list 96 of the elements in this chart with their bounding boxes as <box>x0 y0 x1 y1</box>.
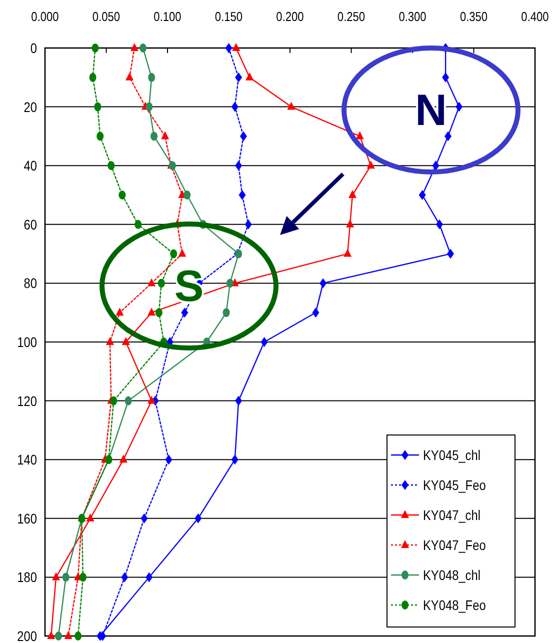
y-tick-label: 160 <box>17 510 37 527</box>
point <box>246 72 254 80</box>
point <box>110 396 118 406</box>
x-tick-label: 0.050 <box>92 9 120 24</box>
point <box>165 454 172 465</box>
point <box>148 396 156 404</box>
point <box>356 131 364 140</box>
point <box>232 43 240 51</box>
point <box>312 308 320 318</box>
x-tick-label: 0.150 <box>214 9 243 24</box>
point <box>64 631 72 639</box>
x-tick-label: 0.200 <box>276 9 304 24</box>
point <box>178 248 186 257</box>
point <box>235 160 242 171</box>
point <box>52 572 60 580</box>
legend-label: KY048_chl <box>423 567 481 584</box>
y-tick-label: 140 <box>17 452 37 468</box>
point <box>148 278 156 286</box>
y-tick-label: 40 <box>24 158 37 174</box>
y-tick-label: 120 <box>17 392 37 410</box>
y-tick-label: 0 <box>30 40 37 56</box>
point <box>222 308 230 318</box>
point <box>74 632 82 640</box>
point <box>124 396 132 406</box>
point <box>446 248 454 259</box>
point <box>231 454 238 465</box>
point <box>116 308 124 316</box>
point <box>225 43 232 53</box>
y-tick-label: 80 <box>24 275 37 292</box>
point <box>118 190 126 200</box>
point <box>194 513 202 524</box>
point <box>121 572 128 582</box>
point <box>146 102 153 112</box>
point <box>235 396 242 406</box>
point <box>119 454 128 463</box>
point <box>146 572 153 582</box>
point <box>158 278 165 288</box>
point <box>140 513 148 524</box>
point <box>89 72 96 82</box>
point <box>108 161 115 170</box>
point <box>456 102 463 112</box>
point <box>170 249 178 258</box>
point <box>150 132 158 141</box>
point <box>92 44 99 52</box>
point <box>184 190 191 200</box>
y-tick-label: 100 <box>17 334 37 350</box>
point <box>418 190 426 200</box>
point <box>287 102 296 110</box>
point <box>344 248 352 257</box>
legend-label: KY047_Feo <box>423 537 486 554</box>
x-tick-label: 0.250 <box>337 9 366 24</box>
point <box>235 72 242 82</box>
legend-label: KY045_chl <box>423 447 481 464</box>
point <box>122 337 130 345</box>
point <box>96 132 104 141</box>
point <box>320 278 327 288</box>
point <box>432 160 440 171</box>
point <box>126 72 134 80</box>
point <box>148 308 156 316</box>
point <box>130 43 138 51</box>
x-tick-label: 0.000 <box>31 9 60 24</box>
point <box>366 160 375 169</box>
point <box>442 72 450 82</box>
point <box>260 337 268 347</box>
point <box>106 337 114 345</box>
legend-label: KY045_Feo <box>423 477 486 494</box>
point <box>238 190 246 200</box>
x-tick-label: 0.100 <box>154 9 182 24</box>
point <box>226 278 234 288</box>
point <box>54 632 62 640</box>
x-tick-label: 0.300 <box>398 9 427 24</box>
legend-label: KY047_chl <box>423 507 481 524</box>
x-tick-label: 0.350 <box>460 9 488 24</box>
point <box>134 220 142 229</box>
point <box>244 219 252 230</box>
y-tick-label: 200 <box>17 628 37 643</box>
point <box>348 190 356 198</box>
point <box>231 102 238 112</box>
point <box>148 72 156 82</box>
x-tick-label: 0.400 <box>521 9 550 24</box>
y-tick-label: 180 <box>17 569 37 586</box>
point <box>436 219 443 230</box>
point <box>161 131 170 140</box>
point <box>140 44 146 52</box>
point <box>444 131 452 142</box>
point <box>86 513 94 522</box>
point <box>62 572 70 582</box>
y-tick-label: 20 <box>24 98 37 116</box>
y-tick-label: 60 <box>24 216 37 233</box>
point <box>94 102 102 112</box>
point <box>155 308 162 318</box>
point <box>346 219 354 228</box>
legend-label: KY048_Feo <box>423 597 486 614</box>
point <box>47 631 56 639</box>
point <box>240 131 247 142</box>
point <box>79 572 86 582</box>
